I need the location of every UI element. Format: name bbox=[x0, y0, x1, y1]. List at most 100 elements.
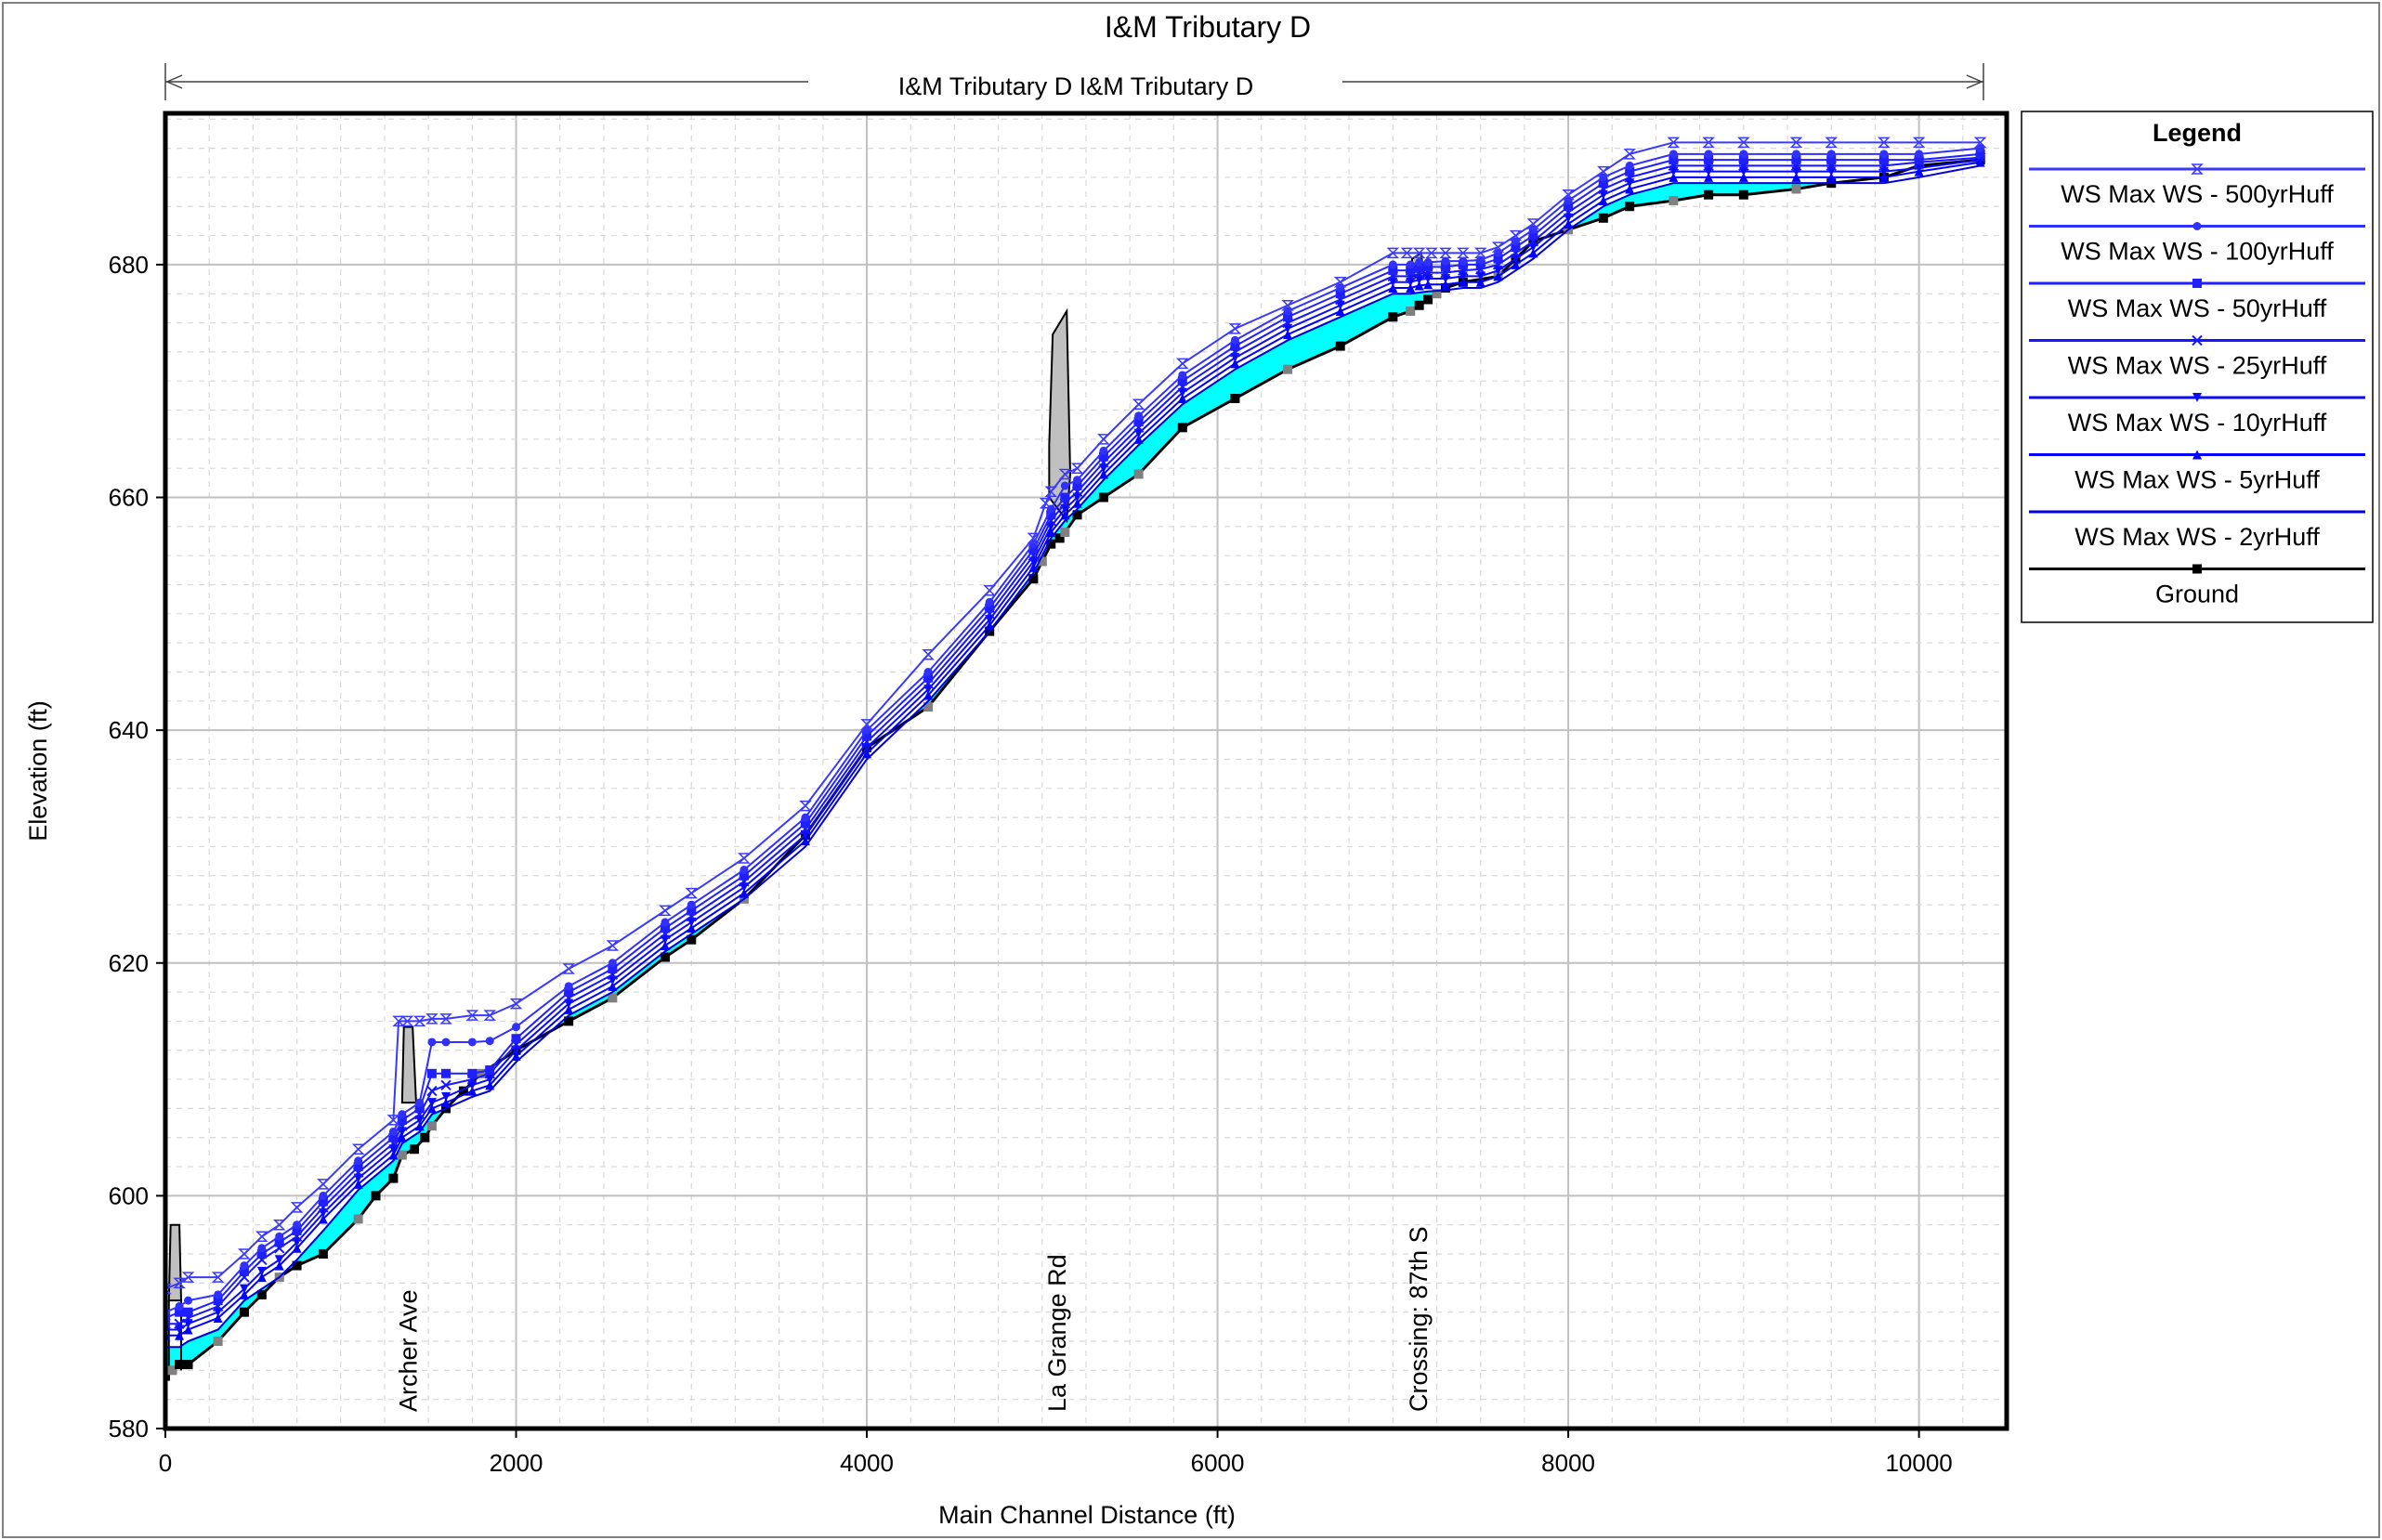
point-marker bbox=[426, 1068, 437, 1078]
point-marker bbox=[985, 603, 995, 613]
x-axis: 0 2000 4000 6000 8000 10000 bbox=[159, 1429, 1953, 1477]
point-marker bbox=[398, 1110, 407, 1119]
point-marker bbox=[1400, 247, 1414, 259]
point-marker bbox=[687, 923, 697, 933]
point-marker bbox=[1878, 155, 1889, 165]
legend-entry: WS Max WS - 10yrHuff bbox=[2068, 409, 2327, 437]
point-marker bbox=[1511, 259, 1521, 269]
series-line bbox=[165, 156, 1981, 1325]
x-axis-label: Main Channel Distance (ft) bbox=[938, 1501, 1236, 1529]
structure-label: Archer Ave bbox=[394, 1289, 422, 1412]
point-marker bbox=[240, 1261, 249, 1271]
point-marker bbox=[213, 1337, 223, 1347]
point-marker bbox=[1564, 196, 1573, 205]
point-marker bbox=[1528, 248, 1538, 258]
point-marker bbox=[1791, 184, 1801, 194]
point-marker bbox=[1046, 510, 1056, 520]
point-marker bbox=[1737, 137, 1750, 149]
point-marker bbox=[799, 800, 812, 812]
point-marker bbox=[1335, 307, 1345, 317]
point-marker bbox=[1228, 323, 1242, 334]
point-marker bbox=[1283, 307, 1292, 316]
point-marker bbox=[238, 1248, 251, 1259]
series-ws-max-ws-100yrhuff bbox=[165, 144, 1985, 1317]
point-marker bbox=[1054, 533, 1065, 543]
point-marker bbox=[2192, 450, 2202, 460]
point-marker bbox=[425, 1013, 438, 1024]
point-marker bbox=[1493, 271, 1503, 281]
point-marker bbox=[1098, 492, 1108, 502]
point-marker bbox=[1826, 172, 1837, 182]
legend-box bbox=[2021, 111, 2374, 623]
point-marker bbox=[1283, 330, 1293, 340]
reach-label: I&M Tributary D I&M Tributary D bbox=[898, 72, 1254, 100]
point-marker bbox=[1915, 150, 1924, 159]
series-line bbox=[165, 147, 1981, 1313]
point-marker bbox=[2192, 393, 2202, 402]
point-marker bbox=[1072, 498, 1082, 508]
point-marker bbox=[659, 905, 672, 917]
point-marker bbox=[354, 1156, 363, 1166]
point-marker bbox=[1037, 556, 1047, 567]
point-marker bbox=[256, 1249, 267, 1259]
point-marker bbox=[2192, 279, 2202, 288]
point-marker bbox=[1825, 137, 1839, 149]
point-marker bbox=[400, 1015, 414, 1027]
point-marker bbox=[1669, 150, 1678, 159]
point-marker bbox=[392, 1015, 405, 1027]
point-marker bbox=[371, 1191, 381, 1201]
y-tick-label: 620 bbox=[109, 949, 149, 977]
point-marker bbox=[213, 1312, 223, 1323]
point-marker bbox=[1528, 225, 1538, 234]
point-marker bbox=[1072, 510, 1082, 520]
point-marker bbox=[608, 981, 618, 991]
point-marker bbox=[1669, 172, 1679, 182]
point-marker bbox=[426, 1098, 437, 1108]
point-marker bbox=[1406, 307, 1416, 317]
point-marker bbox=[1878, 137, 1891, 149]
point-marker bbox=[1509, 229, 1523, 241]
point-marker bbox=[183, 1360, 193, 1370]
point-marker bbox=[985, 597, 994, 607]
point-marker bbox=[239, 1307, 249, 1317]
point-marker bbox=[1098, 469, 1108, 479]
legend-entry: WS Max WS - 25yrHuff bbox=[2068, 352, 2327, 380]
point-marker bbox=[272, 1219, 286, 1231]
point-marker bbox=[274, 1260, 284, 1271]
point-marker bbox=[1458, 277, 1468, 287]
point-marker bbox=[606, 940, 620, 951]
point-marker bbox=[801, 813, 810, 822]
point-marker bbox=[1283, 312, 1293, 322]
point-marker bbox=[1388, 260, 1397, 269]
point-marker bbox=[1457, 247, 1470, 259]
point-marker bbox=[2191, 163, 2204, 175]
point-marker bbox=[275, 1232, 284, 1241]
point-marker bbox=[1667, 137, 1681, 149]
point-marker bbox=[1562, 189, 1575, 201]
point-marker bbox=[317, 1179, 330, 1190]
point-marker bbox=[1597, 165, 1610, 177]
point-marker bbox=[1440, 262, 1450, 272]
point-marker bbox=[687, 900, 696, 909]
point-marker bbox=[211, 1272, 225, 1283]
point-marker bbox=[1027, 532, 1040, 544]
point-marker bbox=[181, 1272, 195, 1283]
point-marker bbox=[1097, 434, 1110, 445]
point-marker bbox=[1625, 166, 1635, 176]
point-marker bbox=[1826, 150, 1836, 159]
point-marker bbox=[860, 719, 873, 730]
point-marker bbox=[1412, 247, 1426, 259]
point-marker bbox=[167, 1365, 177, 1376]
x-tick-label: 10000 bbox=[1885, 1449, 1952, 1477]
legend-entry: WS Max WS - 500yrHuff bbox=[2061, 180, 2334, 208]
point-marker bbox=[1526, 218, 1540, 229]
point-marker bbox=[420, 1132, 430, 1142]
point-marker bbox=[388, 1173, 399, 1183]
point-marker bbox=[256, 1266, 267, 1276]
point-marker bbox=[1441, 256, 1450, 266]
point-marker bbox=[1475, 271, 1485, 281]
y-axis-label: Elevation (ft) bbox=[24, 700, 52, 842]
series-ws-max-ws-2yrhuff bbox=[165, 164, 1981, 1349]
series-ws-max-ws-500yrhuff bbox=[165, 137, 1987, 1295]
